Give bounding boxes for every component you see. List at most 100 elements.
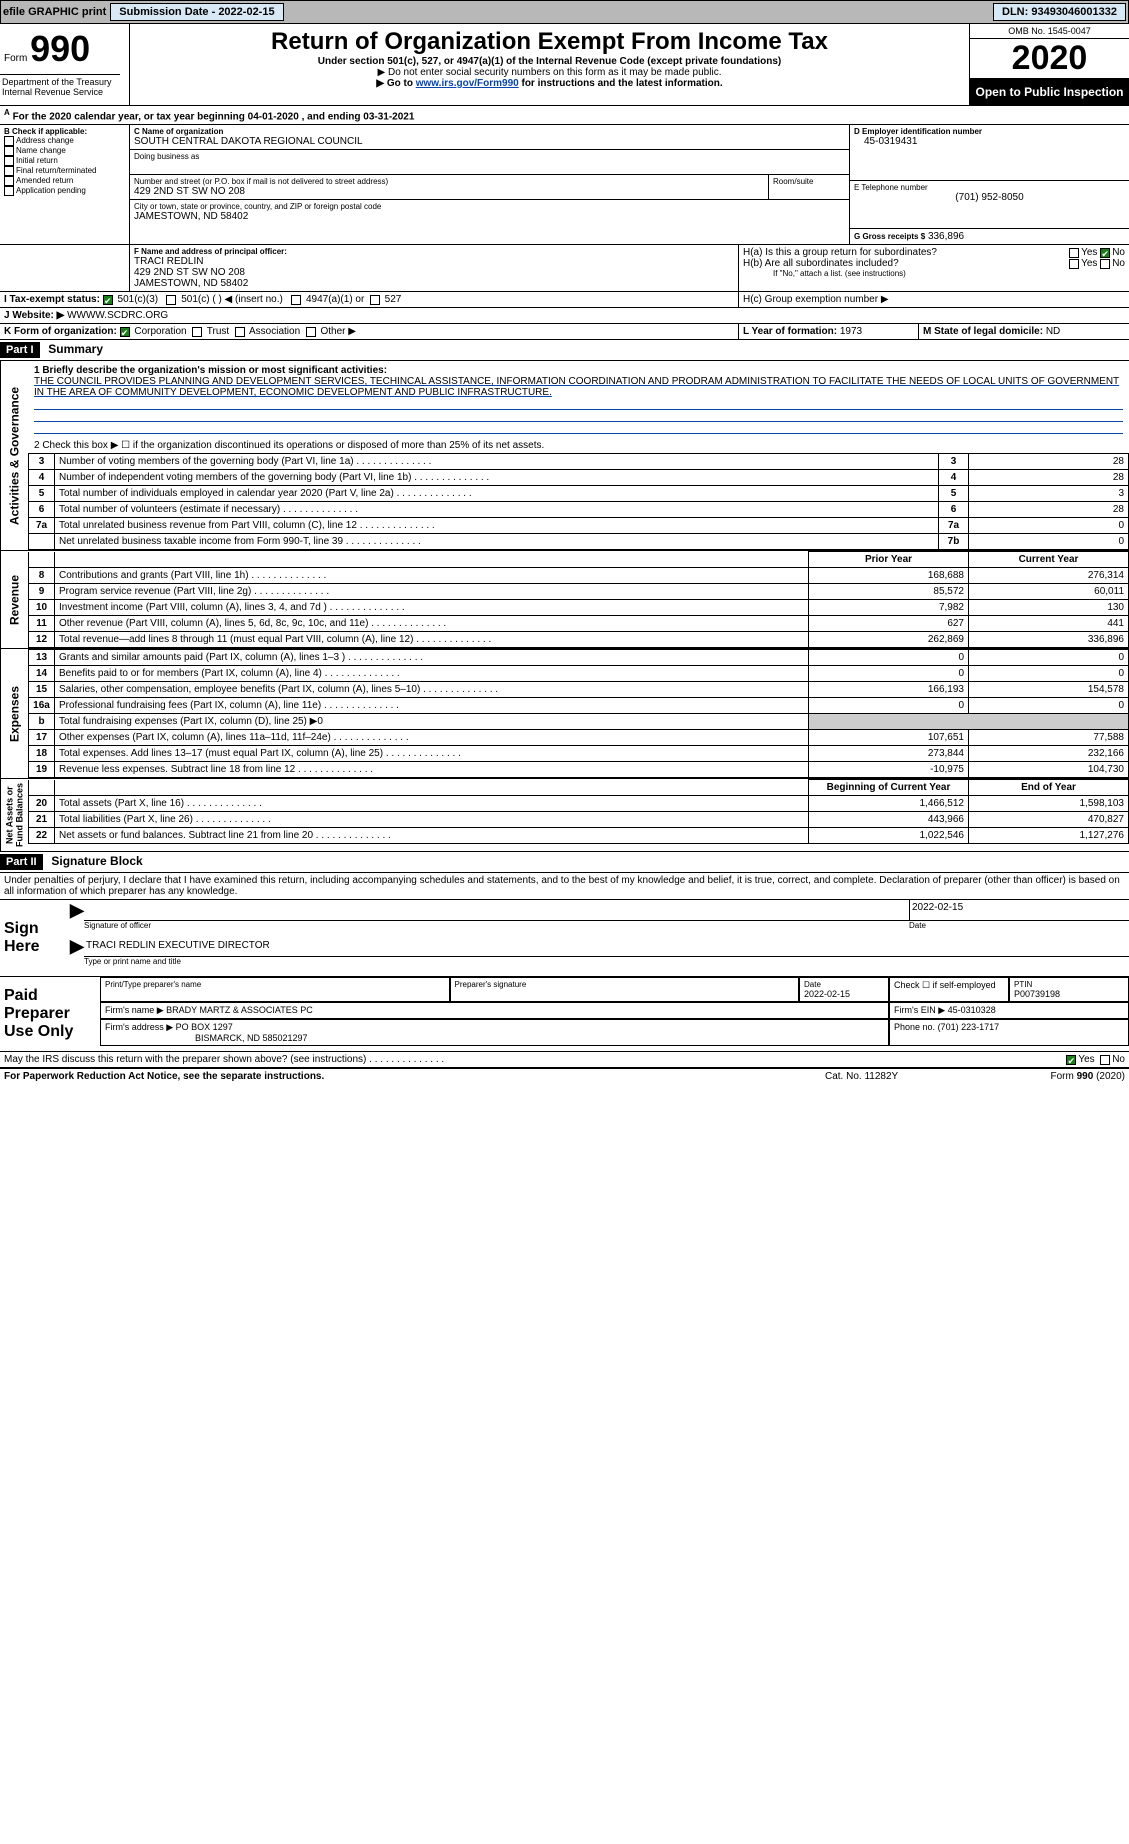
check-self-employed[interactable]: Check ☐ if self-employed xyxy=(889,977,1009,1002)
gov-row: 6Total number of volunteers (estimate if… xyxy=(29,502,1129,518)
dept-treasury: Department of the Treasury Internal Reve… xyxy=(0,75,129,99)
expense-row: 19Revenue less expenses. Subtract line 1… xyxy=(29,762,1129,778)
irs-link[interactable]: www.irs.gov/Form990 xyxy=(416,78,519,89)
gov-row: 5Total number of individuals employed in… xyxy=(29,486,1129,502)
netasset-row: 21Total liabilities (Part X, line 26)443… xyxy=(29,812,1129,828)
org-city: JAMESTOWN, ND 58402 xyxy=(134,211,845,222)
revenue-row: 12Total revenue—add lines 8 through 11 (… xyxy=(29,632,1129,648)
hb-yes[interactable]: Yes xyxy=(1081,258,1097,269)
expense-row: 18Total expenses. Add lines 13–17 (must … xyxy=(29,746,1129,762)
penalty-text: Under penalties of perjury, I declare th… xyxy=(0,873,1129,900)
website: WWWW.SCDRC.ORG xyxy=(67,310,168,321)
k-trust[interactable]: Trust xyxy=(207,326,229,337)
i-501c3[interactable]: 501(c)(3) xyxy=(118,294,159,305)
ein: 45-0319431 xyxy=(854,136,1125,147)
col-current: Current Year xyxy=(969,552,1129,568)
governance-table: 3Number of voting members of the governi… xyxy=(28,453,1129,550)
cat-no: Cat. No. 11282Y xyxy=(825,1071,985,1082)
ptin: P00739198 xyxy=(1014,989,1124,999)
paid-preparer-block: Paid Preparer Use Only Print/Type prepar… xyxy=(0,977,1129,1052)
irs-no[interactable]: No xyxy=(1112,1054,1125,1065)
box-c: C Name of organization SOUTH CENTRAL DAK… xyxy=(130,125,849,244)
expenses-table: 13Grants and similar amounts paid (Part … xyxy=(28,649,1129,778)
box-b-label: B Check if applicable: xyxy=(4,127,125,136)
firm-name: BRADY MARTZ & ASSOCIATES PC xyxy=(166,1005,313,1015)
part2-title: Signature Block xyxy=(45,854,142,868)
k-corp[interactable]: Corporation xyxy=(134,326,186,337)
i-527[interactable]: 527 xyxy=(385,294,402,305)
i-4947[interactable]: 4947(a)(1) or xyxy=(306,294,364,305)
org-name: SOUTH CENTRAL DAKOTA REGIONAL COUNCIL xyxy=(134,136,845,147)
arrow-icon-2: ▶ xyxy=(70,936,84,957)
k-assoc[interactable]: Association xyxy=(249,326,300,337)
period-row: A For the 2020 calendar year, or tax yea… xyxy=(0,106,1129,125)
firm-name-label: Firm's name ▶ xyxy=(105,1005,164,1015)
ptin-label: PTIN xyxy=(1014,980,1124,989)
period-a: For the 2020 calendar year, or tax year … xyxy=(13,111,415,122)
sig-officer-label: Signature of officer xyxy=(84,921,909,930)
col-end: End of Year xyxy=(969,780,1129,796)
revenue-table: Prior Year Current Year 8Contributions a… xyxy=(28,551,1129,648)
activities-section: Activities & Governance 1 Briefly descri… xyxy=(0,361,1129,551)
i-501c[interactable]: 501(c) ( ) ◀ (insert no.) xyxy=(181,294,283,305)
netassets-table: Beginning of Current Year End of Year 20… xyxy=(28,779,1129,844)
part1-header: Part I Summary xyxy=(0,340,1129,361)
firm-ein-label: Firm's EIN ▶ xyxy=(894,1005,945,1015)
pra-notice: For Paperwork Reduction Act Notice, see … xyxy=(4,1071,825,1082)
expense-row: 13Grants and similar amounts paid (Part … xyxy=(29,650,1129,666)
officer-name: TRACI REDLIN xyxy=(134,256,734,267)
gov-row: 7aTotal unrelated business revenue from … xyxy=(29,518,1129,534)
h-a: H(a) Is this a group return for subordin… xyxy=(743,247,1069,258)
hb-no[interactable]: No xyxy=(1112,258,1125,269)
arrow-icon: ▶ xyxy=(70,900,84,921)
col-begin: Beginning of Current Year xyxy=(809,780,969,796)
chk-final-return[interactable]: Final return/terminated xyxy=(16,166,96,175)
footer-form: 990 xyxy=(1077,1071,1094,1082)
goto-pre: ▶ Go to xyxy=(376,78,415,89)
officer-addr1: 429 2ND ST SW NO 208 xyxy=(134,267,734,278)
vert-activities: Activities & Governance xyxy=(0,361,28,550)
phone-label: Phone no. xyxy=(894,1022,935,1032)
chk-amended[interactable]: Amended return xyxy=(16,176,73,185)
box-deg: D Employer identification number 45-0319… xyxy=(849,125,1129,244)
room-label: Room/suite xyxy=(773,177,845,186)
note-goto: ▶ Go to www.irs.gov/Form990 for instruct… xyxy=(138,78,961,89)
col-prior: Prior Year xyxy=(809,552,969,568)
may-irs-text: May the IRS discuss this return with the… xyxy=(4,1054,366,1065)
revenue-row: 9Program service revenue (Part VIII, lin… xyxy=(29,584,1129,600)
chk-initial-return[interactable]: Initial return xyxy=(16,156,58,165)
telephone: (701) 952-8050 xyxy=(854,192,1125,203)
prep-date: 2022-02-15 xyxy=(804,989,884,999)
firm-addr2: BISMARCK, ND 585021297 xyxy=(105,1033,308,1043)
firm-phone: (701) 223-1717 xyxy=(938,1022,1000,1032)
revenue-row: 11Other revenue (Part VIII, column (A), … xyxy=(29,616,1129,632)
chk-app-pending[interactable]: Application pending xyxy=(16,186,86,195)
org-street: 429 2ND ST SW NO 208 xyxy=(134,186,764,197)
k-other[interactable]: Other ▶ xyxy=(320,326,355,337)
ha-no[interactable]: No xyxy=(1112,247,1125,258)
revenue-row: 8Contributions and grants (Part VIII, li… xyxy=(29,568,1129,584)
klm-row: K Form of organization: ✔ Corporation Tr… xyxy=(0,324,1129,340)
part1-bar: Part I xyxy=(0,342,40,358)
firm-addr-label: Firm's address ▶ xyxy=(105,1022,173,1032)
expenses-section: Expenses 13Grants and similar amounts pa… xyxy=(0,649,1129,779)
prep-date-label: Date xyxy=(804,980,884,989)
firm-ein: 45-0310328 xyxy=(948,1005,996,1015)
d-label: D Employer identification number xyxy=(854,127,1125,136)
expense-row: 17Other expenses (Part IX, column (A), l… xyxy=(29,730,1129,746)
vert-netassets: Net Assets orFund Balances xyxy=(0,779,28,851)
vert-revenue: Revenue xyxy=(0,551,28,648)
chk-address-change[interactable]: Address change xyxy=(16,136,74,145)
chk-name-change[interactable]: Name change xyxy=(16,146,66,155)
q2-text: 2 Check this box ▶ ☐ if the organization… xyxy=(28,438,1129,453)
efile-label: efile GRAPHIC print xyxy=(3,6,106,18)
part1-title: Summary xyxy=(42,342,103,356)
dln-btn[interactable]: DLN: 93493046001332 xyxy=(993,3,1126,21)
irs-yes[interactable]: Yes xyxy=(1078,1054,1094,1065)
submission-date-btn[interactable]: Submission Date - 2022-02-15 xyxy=(110,3,283,21)
sign-here-block: Sign Here ▶ 2022-02-15 Signature of offi… xyxy=(0,900,1129,977)
ha-yes[interactable]: Yes xyxy=(1081,247,1097,258)
officer-addr2: JAMESTOWN, ND 58402 xyxy=(134,278,734,289)
h-c: H(c) Group exemption number ▶ xyxy=(739,292,1129,307)
expense-row: bTotal fundraising expenses (Part IX, co… xyxy=(29,714,1129,730)
